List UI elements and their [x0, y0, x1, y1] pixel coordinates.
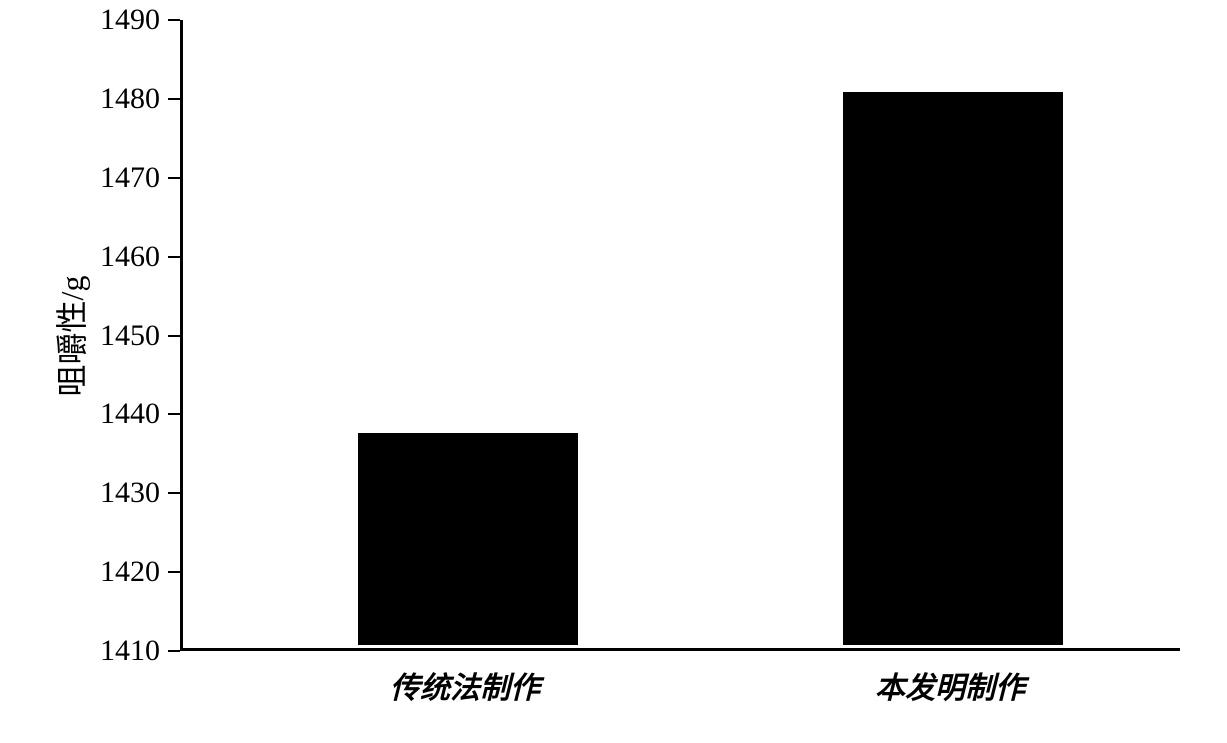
- y-tick-label: 1430: [100, 476, 160, 510]
- y-tick-mark: [168, 650, 180, 652]
- chewiness-bar-chart: 咀嚼性/g 1410142014301440145014601470148014…: [50, 10, 1200, 730]
- y-tick-mark: [168, 177, 180, 179]
- y-tick-mark: [168, 256, 180, 258]
- y-tick-label: 1410: [100, 634, 160, 668]
- y-tick-mark: [168, 571, 180, 573]
- bar: [843, 92, 1063, 645]
- x-tick-label: 传统法制作: [390, 663, 540, 707]
- bar: [358, 433, 578, 645]
- y-tick-mark: [168, 335, 180, 337]
- y-tick-label: 1450: [100, 319, 160, 353]
- plot-area: [180, 20, 1180, 651]
- y-tick-mark: [168, 98, 180, 100]
- y-tick-label: 1420: [100, 555, 160, 589]
- y-tick-mark: [168, 492, 180, 494]
- y-tick-mark: [168, 413, 180, 415]
- y-axis-title: 咀嚼性/g: [47, 275, 93, 396]
- y-tick-label: 1440: [100, 397, 160, 431]
- y-tick-label: 1480: [100, 82, 160, 116]
- y-tick-mark: [168, 19, 180, 21]
- x-tick-label: 本发明制作: [875, 663, 1025, 707]
- y-tick-label: 1490: [100, 3, 160, 37]
- y-tick-label: 1460: [100, 240, 160, 274]
- y-tick-label: 1470: [100, 161, 160, 195]
